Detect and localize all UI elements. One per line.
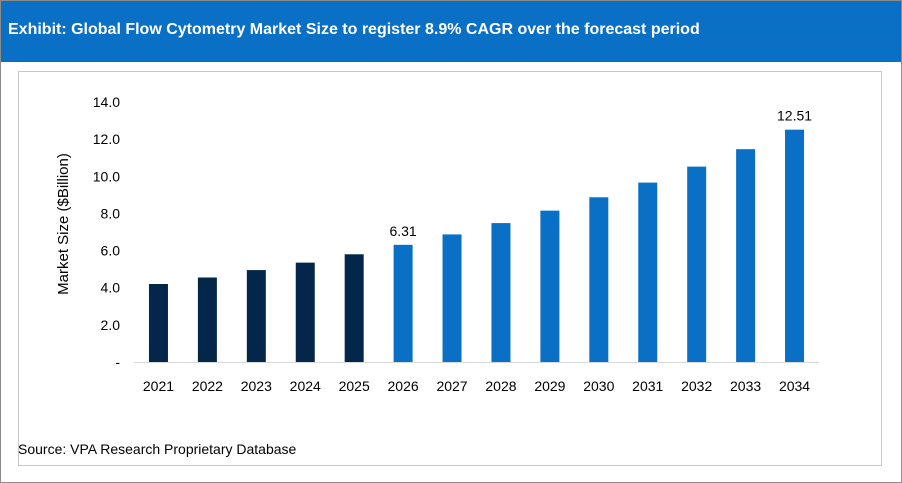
bar-2027 [442, 234, 462, 362]
data-label: 6.31 [389, 223, 416, 239]
bar-2026 [393, 244, 413, 362]
chart-area-border [18, 71, 882, 466]
bar-2032 [687, 166, 707, 362]
x-tick-label: 2022 [192, 378, 223, 394]
bar-2031 [638, 182, 658, 362]
x-tick-label: 2021 [143, 378, 174, 394]
x-tick-label: 2034 [779, 378, 810, 394]
exhibit-title: Exhibit: Global Flow Cytometry Market Si… [8, 21, 700, 38]
y-tick-label: 14.0 [93, 94, 120, 110]
bar-2030 [589, 197, 609, 362]
bar-2023 [246, 270, 266, 362]
x-tick-label: 2030 [583, 378, 614, 394]
source-note: Source: VPA Research Proprietary Databas… [18, 441, 297, 457]
y-tick-label: 6.0 [101, 243, 121, 259]
x-tick-label: 2024 [290, 378, 321, 394]
y-tick-label: 8.0 [101, 205, 121, 221]
bar-2024 [295, 262, 315, 362]
y-axis-label: Market Size ($Billion) [55, 153, 72, 295]
bar-2029 [540, 210, 560, 362]
exhibit-header: Exhibit: Global Flow Cytometry Market Si… [1, 1, 901, 62]
bar-2028 [491, 223, 511, 362]
y-tick-label: 4.0 [101, 280, 121, 296]
y-tick-label: - [115, 354, 120, 370]
data-label: 12.51 [777, 108, 812, 124]
x-tick-label: 2028 [485, 378, 516, 394]
x-tick-label: 2031 [632, 378, 663, 394]
x-tick-label: 2026 [388, 378, 419, 394]
bar-chart: - 2.0 4.0 6.0 8.0 10.0 12.0 14.0 Market Size ($B… [55, 94, 819, 394]
bar-2022 [197, 277, 217, 362]
x-tick-label: 2023 [241, 378, 272, 394]
x-tick-label: 2029 [534, 378, 565, 394]
y-tick-label: 2.0 [101, 317, 121, 333]
bar-2025 [344, 254, 364, 362]
y-tick-label: 12.0 [93, 131, 120, 147]
bar-2033 [736, 149, 756, 362]
x-tick-label: 2027 [436, 378, 467, 394]
y-tick-label: 10.0 [93, 168, 120, 184]
x-tick-label: 2025 [339, 378, 370, 394]
bar-2021 [148, 284, 168, 362]
x-tick-label: 2032 [681, 378, 712, 394]
bar-2034 [785, 129, 805, 362]
x-tick-label: 2033 [730, 378, 761, 394]
